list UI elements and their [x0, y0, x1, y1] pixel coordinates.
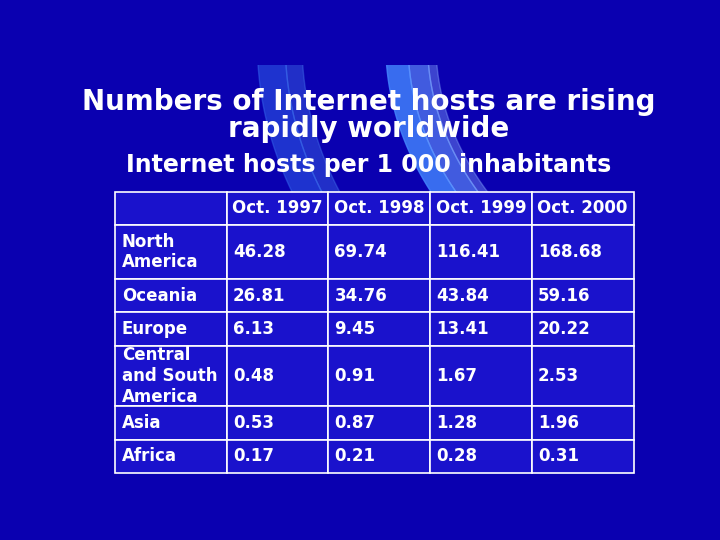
Polygon shape: [285, 0, 495, 362]
Polygon shape: [408, 0, 576, 293]
Text: 9.45: 9.45: [335, 320, 376, 338]
Text: Oct. 1997: Oct. 1997: [233, 199, 323, 218]
Text: Oct. 1999: Oct. 1999: [436, 199, 526, 218]
Text: 1.96: 1.96: [538, 414, 579, 432]
Text: Oceania: Oceania: [122, 287, 197, 305]
Text: 0.91: 0.91: [335, 367, 376, 385]
Bar: [532, 346, 634, 406]
Text: 0.87: 0.87: [335, 414, 376, 432]
Text: 34.76: 34.76: [335, 287, 387, 305]
Text: 20.22: 20.22: [538, 320, 590, 338]
Bar: [430, 192, 532, 225]
Text: North
America: North America: [122, 233, 198, 271]
Text: 43.84: 43.84: [436, 287, 489, 305]
Text: Asia: Asia: [122, 414, 161, 432]
Bar: [328, 279, 430, 312]
Bar: [227, 225, 328, 279]
Bar: [430, 225, 532, 279]
Text: Oct. 1998: Oct. 1998: [334, 199, 425, 218]
Text: 168.68: 168.68: [538, 243, 602, 261]
Bar: [328, 346, 430, 406]
Text: Central
and South
America: Central and South America: [122, 346, 217, 406]
Text: 1.28: 1.28: [436, 414, 477, 432]
Bar: [328, 312, 430, 346]
Text: 46.28: 46.28: [233, 243, 285, 261]
Text: Numbers of Internet hosts are rising: Numbers of Internet hosts are rising: [82, 88, 656, 116]
Bar: [430, 312, 532, 346]
Text: 2.53: 2.53: [538, 367, 579, 385]
Text: 26.81: 26.81: [233, 287, 285, 305]
Text: 1.67: 1.67: [436, 367, 477, 385]
Text: 6.13: 6.13: [233, 320, 274, 338]
Text: Africa: Africa: [122, 447, 177, 465]
Bar: [115, 346, 227, 406]
Bar: [430, 440, 532, 473]
Bar: [227, 406, 328, 440]
Bar: [227, 279, 328, 312]
Text: Europe: Europe: [122, 320, 188, 338]
Polygon shape: [386, 0, 564, 305]
Bar: [532, 312, 634, 346]
Bar: [115, 312, 227, 346]
Bar: [227, 346, 328, 406]
Bar: [115, 279, 227, 312]
Text: 0.48: 0.48: [233, 367, 274, 385]
Polygon shape: [428, 0, 582, 281]
Text: 116.41: 116.41: [436, 243, 500, 261]
Bar: [532, 440, 634, 473]
Bar: [328, 192, 430, 225]
Text: 59.16: 59.16: [538, 287, 590, 305]
Bar: [227, 440, 328, 473]
Text: 0.31: 0.31: [538, 447, 579, 465]
Bar: [227, 192, 328, 225]
Bar: [328, 225, 430, 279]
Bar: [430, 279, 532, 312]
Bar: [532, 406, 634, 440]
Polygon shape: [258, 0, 485, 379]
Text: Internet hosts per 1 000 inhabitants: Internet hosts per 1 000 inhabitants: [127, 153, 611, 177]
Bar: [328, 406, 430, 440]
Bar: [430, 406, 532, 440]
Bar: [115, 192, 227, 225]
Text: 0.53: 0.53: [233, 414, 274, 432]
Bar: [532, 192, 634, 225]
Bar: [115, 225, 227, 279]
Text: 0.21: 0.21: [335, 447, 376, 465]
Bar: [115, 406, 227, 440]
Bar: [532, 279, 634, 312]
Bar: [328, 440, 430, 473]
Text: 13.41: 13.41: [436, 320, 489, 338]
Bar: [532, 225, 634, 279]
Text: 0.17: 0.17: [233, 447, 274, 465]
Text: 0.28: 0.28: [436, 447, 477, 465]
Bar: [227, 312, 328, 346]
Text: 69.74: 69.74: [335, 243, 387, 261]
Text: rapidly worldwide: rapidly worldwide: [228, 115, 510, 143]
Text: Oct. 2000: Oct. 2000: [538, 199, 628, 218]
Bar: [430, 346, 532, 406]
Bar: [115, 440, 227, 473]
